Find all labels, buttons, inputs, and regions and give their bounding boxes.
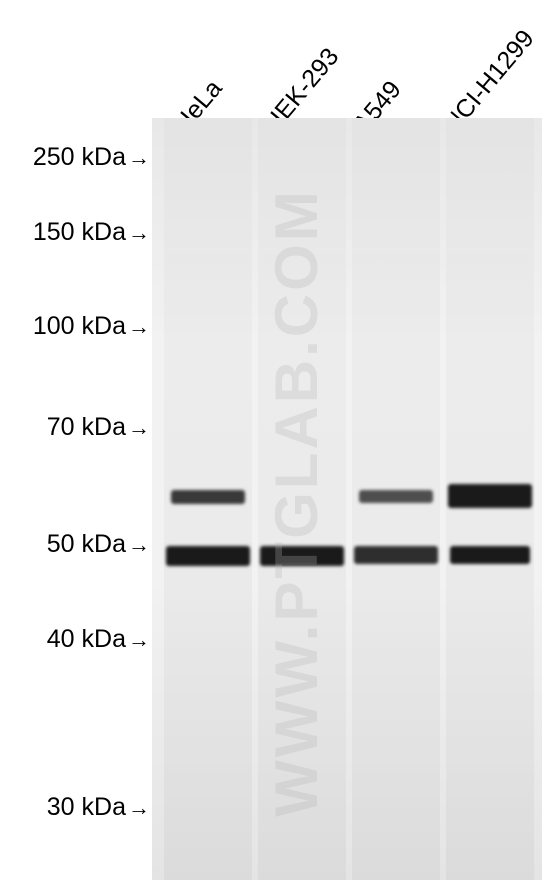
marker-label: 40 kDa→ [47,625,150,654]
marker-label: 250 kDa→ [33,143,150,172]
arrow-icon: → [128,145,150,171]
band [166,546,250,566]
band [260,546,344,566]
marker-label: 150 kDa→ [33,218,150,247]
marker-label: 100 kDa→ [33,312,150,341]
marker-label: 30 kDa→ [47,793,150,822]
marker-label: 70 kDa→ [47,413,150,442]
blot-container: HeLaHEK-293A549NCI-H1299 250 kDa→150 kDa… [0,0,547,887]
band [450,546,529,564]
band [448,484,532,508]
arrow-icon: → [128,795,150,821]
band [171,490,246,504]
band [359,490,434,503]
lane [258,118,346,880]
arrow-icon: → [128,532,150,558]
band [354,546,438,564]
marker-labels-group: 250 kDa→ 150 kDa→ 100 kDa→ 70 kDa→ 50 kDa→ 40… [0,0,150,887]
blot-membrane: WWW.PTGLAB.COM [152,118,542,880]
arrow-icon: → [128,415,150,441]
arrow-icon: → [128,220,150,246]
marker-label: 50 kDa→ [47,530,150,559]
arrow-icon: → [128,627,150,653]
arrow-icon: → [128,314,150,340]
